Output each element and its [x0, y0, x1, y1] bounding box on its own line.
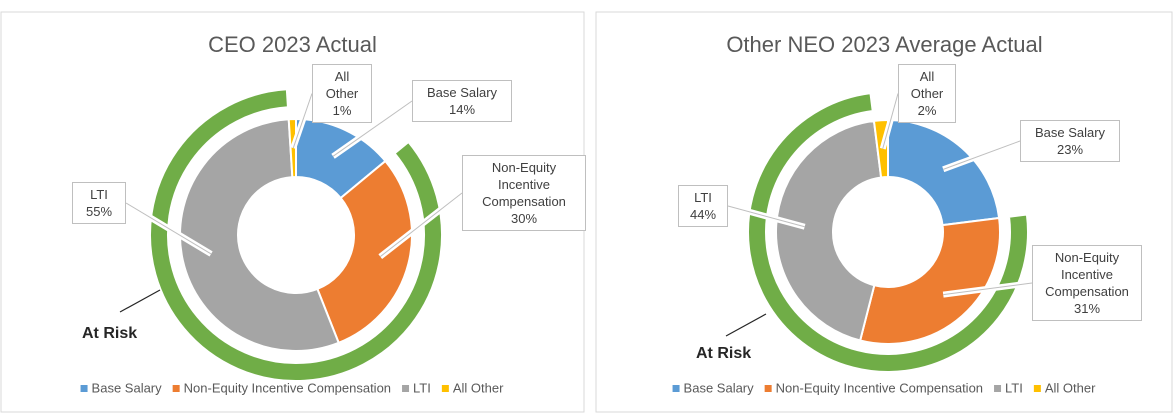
chart-title: CEO 2023 Actual: [208, 32, 377, 57]
legend-swatch: [994, 385, 1002, 392]
label-value: 30%: [510, 211, 538, 226]
panel-border: [595, 11, 1173, 413]
label-value: 44%: [689, 207, 717, 222]
label-name: Non-Equity Incentive Compensation: [1045, 250, 1129, 299]
legend-label: LTI: [1005, 380, 1023, 395]
donut-slice: [858, 216, 1001, 345]
legend-label: Non-Equity Incentive Compensation: [184, 380, 391, 395]
legend-swatch: [172, 385, 180, 392]
data-label: Non-Equity Incentive Compensation 31%: [1032, 245, 1142, 321]
at-risk-leader: [725, 313, 767, 337]
data-label: Base Salary 23%: [1020, 120, 1120, 162]
label-leader: [882, 93, 899, 149]
legend-label: All Other: [1045, 380, 1096, 395]
label-value: 55%: [85, 204, 113, 219]
at-risk-label: At Risk: [696, 345, 751, 362]
label-name: All Other: [910, 69, 944, 101]
label-leader: [125, 202, 212, 255]
legend-swatch: [402, 385, 410, 392]
legend-label: All Other: [453, 380, 504, 395]
donut-slice: [887, 118, 1001, 227]
legend-swatch: [672, 385, 680, 392]
legend-label: Base Salary: [92, 380, 163, 395]
label-leader: [943, 140, 1021, 170]
chart-title: Other NEO 2023 Average Actual: [726, 32, 1042, 57]
legend-label: Base Salary: [684, 380, 755, 395]
label-name: Non-Equity Incentive Compensation: [482, 160, 566, 209]
label-value: 31%: [1073, 301, 1101, 316]
label-name: All Other: [325, 69, 359, 101]
at-risk-ring: [747, 91, 1029, 373]
label-leader: [332, 100, 413, 157]
data-label: All Other 2%: [898, 64, 956, 123]
label-name: Base Salary: [426, 85, 498, 100]
donut-slice: [287, 117, 297, 179]
label-value: 1%: [332, 103, 352, 118]
data-label: Non-Equity Incentive Compensation 30%: [462, 155, 586, 231]
label-leader: [943, 282, 1033, 296]
legend-swatch: [441, 385, 449, 392]
legend-swatch: [764, 385, 772, 392]
legend-swatch: [80, 385, 88, 392]
legend-label: Non-Equity Incentive Compensation: [776, 380, 983, 395]
legend-swatch: [1033, 385, 1041, 392]
data-label: LTI 55%: [72, 182, 126, 224]
donut-slice: [179, 118, 341, 352]
label-leader: [379, 192, 463, 258]
at-risk-ring: [149, 88, 443, 382]
label-value: 23%: [1056, 142, 1084, 157]
label-leader: [727, 205, 805, 228]
label-value: 2%: [917, 103, 937, 118]
data-label: Base Salary 14%: [412, 80, 512, 122]
donut-slice: [316, 159, 413, 345]
label-name: LTI: [90, 187, 108, 202]
label-leader: [292, 93, 313, 149]
label-name: LTI: [694, 190, 712, 205]
at-risk-label: At Risk: [82, 325, 137, 342]
data-label: LTI 44%: [678, 185, 728, 227]
donut-slice: [775, 119, 883, 342]
at-risk-leader: [119, 289, 161, 313]
label-value: 14%: [448, 102, 476, 117]
data-label: All Other 1%: [312, 64, 372, 123]
legend-label: LTI: [413, 380, 431, 395]
label-name: Base Salary: [1034, 125, 1106, 140]
